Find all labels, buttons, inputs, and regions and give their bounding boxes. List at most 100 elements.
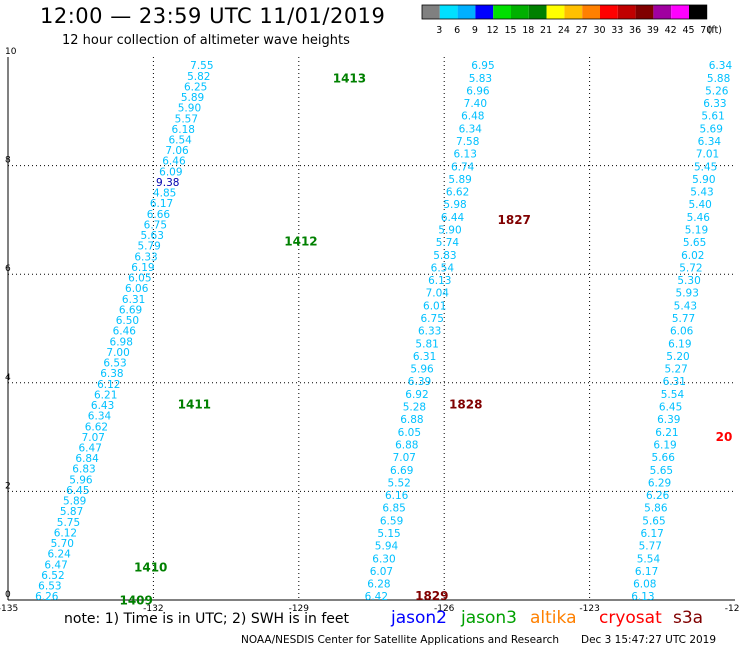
- wave-height-value: 6.30: [372, 553, 395, 565]
- wave-height-value: 6.18: [172, 124, 195, 136]
- legend-label: 39: [647, 25, 659, 36]
- legend-label: 3: [436, 25, 442, 36]
- wave-height-value: 6.16: [385, 490, 409, 502]
- x-tick-label: -126: [434, 604, 455, 614]
- wave-height-value: 5.61: [701, 111, 724, 123]
- mission-s3a: s3a: [673, 608, 704, 628]
- page-title: 12:00 — 23:59 UTC 11/01/2019: [40, 4, 386, 28]
- y-tick-label: 8: [5, 156, 11, 166]
- wave-height-value: 5.86: [644, 503, 668, 515]
- mission-jason2: jason2: [391, 608, 447, 628]
- pass-number-label: 1410: [134, 560, 167, 574]
- wave-height-value: 7.01: [696, 149, 719, 161]
- wave-height-value: 4.85: [153, 188, 176, 200]
- wave-height-value: 5.94: [375, 541, 399, 553]
- y-tick-label: 2: [5, 481, 11, 491]
- wave-height-value: 5.82: [187, 71, 210, 83]
- wave-height-value: 5.30: [677, 275, 700, 287]
- legend-label: 18: [522, 25, 534, 36]
- legend-swatch: [564, 5, 583, 19]
- legend-swatch: [493, 5, 511, 19]
- wave-height-value: 6.25: [184, 81, 207, 93]
- wave-height-value: 6.54: [168, 134, 192, 146]
- wave-height-value: 6.96: [466, 85, 490, 97]
- legend-label: 42: [665, 25, 677, 36]
- wave-height-value: 6.34: [88, 411, 112, 423]
- wave-height-value: 6.12: [97, 379, 120, 391]
- wave-height-value: 6.85: [382, 503, 405, 515]
- x-tick-label: -129: [289, 604, 310, 614]
- wave-height-value: 5.74: [436, 237, 460, 249]
- wave-height-value: 6.21: [655, 427, 678, 439]
- wave-height-value: 7.07: [393, 452, 416, 464]
- wave-height-value: 5.81: [415, 338, 438, 350]
- wave-height-value: 9.38: [156, 177, 179, 189]
- wave-height-value: 6.83: [72, 464, 95, 476]
- wave-height-value: 6.26: [646, 490, 670, 502]
- wave-height-value: 5.90: [692, 174, 715, 186]
- wave-height-value: 6.84: [75, 453, 99, 465]
- pass-number-label: 1827: [498, 213, 531, 227]
- wave-height-value: 6.33: [418, 326, 441, 338]
- wave-height-value: 6.02: [681, 250, 704, 262]
- wave-height-value: 6.98: [110, 336, 133, 348]
- legend-swatch: [617, 5, 636, 19]
- legend-swatch: [582, 5, 600, 19]
- wave-height-value: 6.45: [659, 402, 682, 414]
- wave-height-value: 6.13: [454, 149, 477, 161]
- wave-height-value: 6.47: [44, 559, 67, 571]
- wave-height-value: 6.62: [85, 421, 108, 433]
- wave-height-value: 6.31: [413, 351, 436, 363]
- wave-height-value: 6.13: [428, 275, 451, 287]
- wave-height-value: 5.43: [674, 300, 697, 312]
- legend-swatch: [689, 5, 707, 19]
- wave-height-value: 5.88: [707, 73, 730, 85]
- wave-height-value: 6.95: [471, 60, 494, 72]
- wave-height-value: 5.96: [410, 364, 434, 376]
- wave-height-value: 6.75: [421, 313, 444, 325]
- wave-height-value: 7.04: [426, 288, 450, 300]
- pass-number-label: 20: [716, 430, 733, 444]
- wave-height-value: 6.05: [398, 427, 421, 439]
- legend-swatch: [439, 5, 458, 19]
- wave-height-value: 5.45: [694, 161, 717, 173]
- pass-number-label: 1829: [415, 589, 448, 603]
- wave-height-value: 5.79: [137, 241, 160, 253]
- wave-height-value: 6.48: [461, 111, 484, 123]
- wave-height-value: 6.47: [79, 443, 102, 455]
- legend-unit: (ft): [708, 25, 722, 36]
- wave-height-value: 6.44: [441, 212, 465, 224]
- wave-height-value: 6.53: [103, 358, 126, 370]
- wave-height-value: 5.89: [181, 92, 204, 104]
- legend-label: 33: [611, 25, 623, 36]
- pass-number-label: 1828: [449, 398, 482, 412]
- generation-timestamp: Dec 3 15:47:27 UTC 2019: [581, 634, 717, 646]
- wave-height-value: 5.43: [690, 187, 713, 199]
- wave-height-value: 5.90: [438, 225, 461, 237]
- wave-height-value: 6.05: [128, 273, 151, 285]
- wave-height-value: 6.17: [635, 566, 658, 578]
- wave-height-value: 7.00: [106, 347, 129, 359]
- legend-label: 70: [700, 25, 712, 36]
- wave-height-value: 5.69: [700, 123, 723, 135]
- y-tick-label: 6: [5, 264, 11, 274]
- wave-height-value: 6.34: [709, 60, 733, 72]
- wave-height-value: 5.96: [69, 474, 93, 486]
- wave-height-value: 7.40: [464, 98, 487, 110]
- legend-label: 36: [629, 25, 641, 36]
- wave-height-value: 5.77: [672, 313, 695, 325]
- mission-altika: altika: [530, 608, 577, 628]
- wave-height-value: 5.27: [664, 364, 687, 376]
- mission-jason3: jason3: [461, 608, 517, 628]
- wave-height-value: 6.38: [100, 368, 123, 380]
- wave-height-value: 6.34: [698, 136, 722, 148]
- wave-height-value: 6.88: [395, 439, 418, 451]
- wave-height-value: 5.65: [683, 237, 706, 249]
- wave-height-value: 5.75: [57, 517, 80, 529]
- wave-height-value: 6.21: [94, 389, 117, 401]
- pass-number-label: 1411: [178, 398, 211, 412]
- wave-height-value: 5.20: [666, 351, 689, 363]
- wave-height-value: 6.69: [119, 304, 142, 316]
- wave-height-value: 7.55: [190, 60, 213, 72]
